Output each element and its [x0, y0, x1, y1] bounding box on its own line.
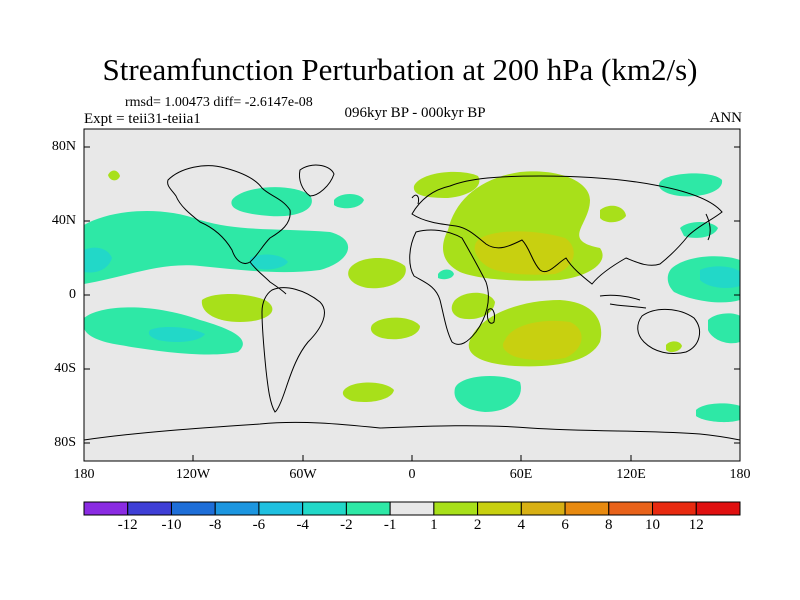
colorbar-box [345, 501, 391, 516]
lon-label-120e: 120E [616, 467, 646, 482]
colorbar-box [433, 501, 479, 516]
colorbar-label: -10 [161, 517, 182, 533]
contour-positive-s-pacific-east [201, 294, 273, 322]
colorbar-box [83, 501, 129, 516]
coast-uk [411, 194, 419, 205]
contour-positive-asia-core [474, 231, 574, 275]
colorbar-label: 12 [688, 517, 704, 533]
contour-positive-far-east [600, 205, 626, 223]
lat-label-0: 0 [69, 287, 76, 302]
contour-negative-small [438, 269, 454, 280]
lat-label-80n: 80N [51, 139, 76, 154]
lat-tick-marks [84, 146, 740, 444]
colorbar-label: -6 [252, 517, 266, 533]
colorbar-box [389, 501, 435, 516]
map-title: Streamfunction Perturbation at 200 hPa (… [102, 52, 698, 87]
contour-negative-w-pacific-core [700, 266, 740, 288]
lon-label-60w: 60W [289, 467, 317, 482]
colorbar-label: 8 [605, 517, 613, 533]
colorbar-box [258, 501, 304, 516]
colorbar-label: 10 [645, 517, 660, 533]
contour-negative-s-indian [454, 376, 521, 412]
lon-label-60e: 60E [509, 467, 533, 482]
contour-positive-europe [413, 171, 480, 198]
colorbar-label: 4 [517, 517, 526, 533]
colorbar-label: -8 [208, 517, 222, 533]
coast-antarctica [84, 421, 740, 441]
colorbar-label: 2 [473, 517, 482, 533]
map-panel [84, 129, 740, 461]
contour-negative-s-pacific-core [148, 326, 205, 342]
coast-africa [409, 229, 489, 345]
lat-label-40s: 40S [54, 361, 76, 376]
colorbar-box [608, 501, 654, 516]
contour-negative-antarctic [696, 403, 740, 423]
colorbar-label: 6 [561, 517, 569, 533]
contour-fills [84, 170, 740, 423]
colorbar-box [520, 501, 566, 516]
coast-greenland [299, 164, 335, 197]
coast-south-america [261, 287, 325, 413]
experiment-label: Expt = teii31-teiia1 [84, 111, 201, 127]
lon-label-180w: 180 [73, 467, 95, 482]
coast-eurasia [411, 175, 723, 285]
lat-label-80s: 80S [54, 435, 76, 450]
coast-madagascar [487, 308, 495, 324]
colorbar-box [302, 501, 347, 516]
contour-positive-aus [666, 341, 682, 353]
contour-negative-atlantic-mid [334, 194, 364, 209]
colorbar-box [170, 501, 216, 516]
contour-positive-atlantic-n [348, 257, 406, 289]
contour-negative-s-pacific-east [708, 313, 740, 344]
contour-negative-core-americas [250, 254, 288, 270]
colorbar-label: -1 [383, 517, 397, 533]
colorbar-label: -12 [117, 517, 138, 533]
colorbar-box [477, 501, 522, 516]
coast-north-america [167, 165, 291, 264]
lon-label-0: 0 [408, 467, 416, 482]
season-label: ANN [709, 110, 743, 126]
lon-tick-marks [192, 455, 632, 461]
colorbar-box [695, 501, 741, 516]
colorbar-label: -4 [296, 517, 309, 533]
coast-japan [705, 213, 711, 241]
colorbar-label: 1 [430, 517, 438, 533]
coast-australia [637, 309, 701, 355]
lat-label-40n: 40N [51, 213, 76, 228]
coastlines [84, 164, 740, 441]
colorbar-box [214, 501, 260, 516]
lon-label-180e: 180 [729, 467, 751, 482]
colorbar-box [652, 501, 697, 516]
contour-positive-africa [451, 292, 495, 320]
contour-positive-atlantic-s [370, 317, 420, 340]
period-label: 096kyr BP - 000kyr BP [344, 105, 486, 121]
contour-positive-nw-pacific [108, 170, 120, 181]
contour-negative-nw-pacific-east [658, 173, 723, 197]
colorbar-box [127, 501, 172, 516]
colorbar-label: -2 [340, 517, 353, 533]
coast-indonesia [599, 294, 647, 309]
colorbar-box [564, 501, 610, 516]
colorbar [83, 501, 741, 516]
stats-label: rmsd= 1.00473 diff= -2.6147e-08 [125, 95, 313, 110]
coast-central-america [249, 261, 287, 295]
contour-negative-core-east [84, 247, 112, 273]
contour-positive-s-atlantic-west [342, 382, 394, 402]
contour-positive-indian-core [502, 320, 582, 360]
lon-label-120w: 120W [175, 467, 211, 482]
contour-negative-n-atlantic [231, 187, 312, 217]
